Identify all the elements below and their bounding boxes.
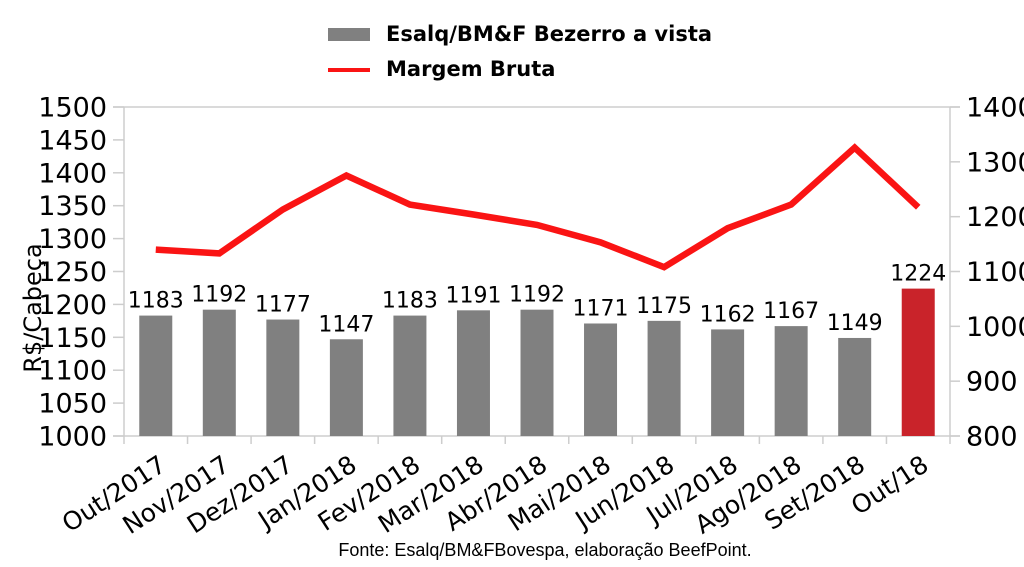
bar-value-label: 1175	[636, 294, 692, 319]
bar	[202, 309, 236, 436]
bar-value-label: 1192	[191, 283, 247, 308]
bar-value-label: 1224	[890, 262, 946, 287]
y-axis-right: 800 900 1000 1100 1200 1300 1400	[950, 93, 1024, 453]
right-tick-label: 1200	[966, 202, 1024, 233]
bar-value-label: 1162	[700, 302, 756, 327]
bar-highlight	[901, 288, 935, 436]
bar	[329, 339, 363, 436]
bar	[520, 309, 554, 436]
bar-value-label: 1183	[128, 289, 184, 314]
legend-label-bezerro: Esalq/BM&F Bezerro a vista	[386, 22, 713, 46]
margem-bruta-line	[155, 143, 921, 271]
bar	[139, 315, 173, 436]
bar	[774, 326, 808, 436]
bar	[456, 310, 490, 436]
left-tick-label: 1350	[38, 191, 107, 222]
left-tick-label: 1250	[38, 257, 107, 288]
left-axis-title: R$/Cabeça	[19, 243, 47, 373]
right-tick-label: 1400	[966, 93, 1024, 124]
bar	[711, 329, 745, 436]
left-tick-label: 1000	[38, 422, 107, 453]
legend-item-bezerro: Esalq/BM&F Bezerro a vista	[328, 17, 712, 52]
bar-value-label: 1183	[382, 289, 438, 314]
legend-label-margem: Margem Bruta	[386, 57, 556, 81]
left-tick-label: 1150	[38, 323, 107, 354]
left-tick-label: 1300	[38, 224, 107, 255]
right-tick-label: 800	[966, 422, 1018, 453]
right-tick-label: 900	[966, 367, 1018, 398]
bar	[266, 319, 300, 436]
left-tick-label: 1450	[38, 125, 107, 156]
bar	[838, 337, 872, 436]
legend-item-margem: Margem Bruta	[328, 52, 712, 87]
x-axis: Out/2017Nov/2017Dez/2017Jan/2018Fev/2018…	[57, 436, 951, 540]
left-tick-label: 1200	[38, 290, 107, 321]
left-tick-label: 1500	[38, 93, 107, 124]
bar-value-labels: 1183 1192 1177 1147 1183 1191 1192 1171 1175 1162…	[128, 262, 946, 338]
chart-plot: 1000105011001150120012501300135014001450…	[38, 93, 1024, 540]
source-note: Fonte: Esalq/BM&FBovespa, elaboração Bee…	[338, 540, 752, 560]
legend-line-swatch-icon	[328, 67, 370, 72]
bar-value-label: 1171	[573, 296, 629, 321]
right-tick-label: 1300	[966, 147, 1024, 178]
y-axis-left: 1000105011001150120012501300135014001450…	[38, 93, 124, 453]
legend-bar-swatch-icon	[328, 28, 370, 41]
bar	[584, 323, 618, 436]
bars-bezerro	[139, 288, 935, 436]
left-tick-label: 1400	[38, 158, 107, 189]
bar-value-label: 1191	[445, 283, 501, 308]
bar	[647, 320, 681, 436]
bar	[393, 315, 427, 436]
chart-container: Esalq/BM&F Bezerro a vista Margem Bruta …	[19, 17, 1024, 561]
bar-value-label: 1192	[509, 283, 565, 308]
bar-value-label: 1177	[255, 293, 311, 318]
bar-value-label: 1167	[763, 299, 819, 324]
chart-legend: Esalq/BM&F Bezerro a vista Margem Bruta	[328, 17, 712, 87]
bar-value-label: 1149	[827, 311, 883, 336]
right-tick-label: 1000	[966, 312, 1024, 343]
bar-value-label: 1147	[318, 312, 374, 337]
left-tick-label: 1050	[38, 389, 107, 420]
right-tick-label: 1100	[966, 257, 1024, 288]
left-tick-label: 1100	[38, 356, 107, 387]
